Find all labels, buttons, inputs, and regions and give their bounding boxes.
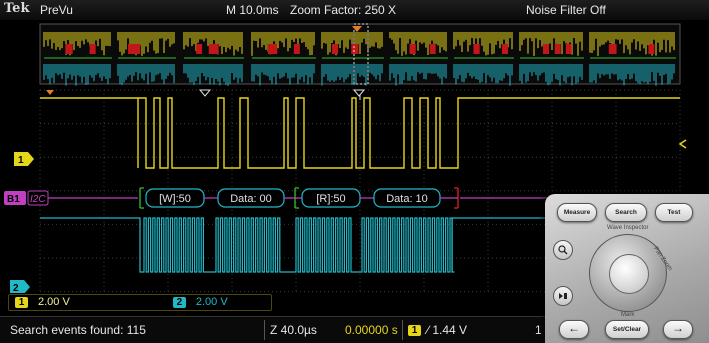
ch2-scale: 2.00 V — [195, 296, 228, 308]
search-button[interactable]: Search — [605, 203, 647, 222]
trigger-readout[interactable]: 1 ∕ 1.44 V — [408, 320, 467, 340]
zoom-inner-knob[interactable] — [609, 254, 649, 294]
overview-strip[interactable] — [39, 23, 681, 86]
bus-packet[interactable]: Data: 10 — [373, 188, 441, 208]
svg-text:B1: B1 — [7, 194, 20, 205]
trigger-position-readout[interactable]: 0.00000 s — [345, 323, 398, 337]
front-panel-overlay: Measure Search Test Wave Inspector Pan Z… — [545, 194, 709, 343]
bus-packet-label: Data: 10 — [386, 193, 428, 205]
bus-packet-label: [R]:50 — [316, 193, 345, 205]
trigger-level-arrow[interactable] — [678, 139, 687, 149]
waveform-screen[interactable]: 1 [W]:50 Data: 00 [R]:50 Data: 10 B1 I2C 2 — [0, 20, 700, 293]
tek-logo: Tek — [4, 1, 30, 16]
bus-packet-label: Data: 00 — [230, 193, 272, 205]
timebase-readout: M 10.0ms — [226, 3, 279, 17]
bus-marker[interactable]: B1 I2C — [4, 190, 49, 206]
zoom-box[interactable] — [353, 23, 369, 85]
overview-ch1-trace — [43, 32, 675, 56]
channel-scale-box[interactable]: 1 2.00 V 2 2.00 V — [8, 294, 272, 311]
acquisition-mode: PreVu — [40, 3, 73, 17]
ch2-waveform — [40, 217, 680, 273]
ch1-badge: 1 — [15, 296, 28, 308]
overview-ch2-trace — [43, 64, 675, 86]
overview-trigger-marker — [352, 26, 362, 32]
ch1-waveform — [40, 97, 680, 169]
set-clear-button[interactable]: Set/Clear — [605, 320, 649, 339]
ch2-ground-marker[interactable]: 2 — [10, 280, 30, 293]
svg-text:1: 1 — [18, 155, 24, 166]
ch1-ground-marker[interactable]: 1 — [14, 152, 34, 166]
play-stop-icon[interactable] — [553, 286, 573, 306]
trigger-position-marker[interactable] — [46, 90, 54, 95]
test-button[interactable]: Test — [655, 203, 693, 222]
ch2-badge: 2 — [172, 296, 186, 308]
trigger-level: ∕ 1.44 V — [427, 323, 468, 337]
search-mark-icon[interactable] — [198, 89, 212, 97]
ch1-scale: 2.00 V — [38, 296, 70, 308]
noise-filter-readout: Noise Filter Off — [526, 3, 606, 17]
bus-packet[interactable]: [R]:50 — [301, 188, 361, 208]
search-mark-icon[interactable] — [352, 89, 366, 97]
measure-button[interactable]: Measure — [557, 203, 597, 222]
channel-readouts: 1 2.00 V 2 2.00 V — [0, 293, 709, 311]
bus-packet[interactable]: Data: 00 — [217, 188, 285, 208]
divider — [264, 320, 265, 340]
wave-inspector-label: Wave Inspector — [607, 225, 649, 231]
trigger-channel-badge: 1 — [408, 325, 421, 337]
bus-packet[interactable]: [W]:50 — [145, 188, 205, 208]
overview-bus-events — [44, 44, 676, 59]
divider — [402, 320, 403, 340]
bus-waveform: [W]:50 Data: 00 [R]:50 Data: 10 — [40, 187, 680, 209]
search-events-readout[interactable]: Search events found: 115 — [10, 323, 146, 337]
pan-zoom-knob[interactable] — [589, 234, 667, 312]
truncated-readout: 1 — [535, 323, 542, 337]
zoom-factor-readout: Zoom Factor: 250 X — [290, 3, 397, 17]
bus-packet-label: [W]:50 — [159, 193, 191, 205]
top-status-bar: Tek PreVu M 10.0ms Zoom Factor: 250 X No… — [0, 0, 709, 20]
svg-text:2: 2 — [13, 283, 19, 293]
mark-label: Mark — [621, 312, 635, 318]
zoom-scale-readout[interactable]: Z 40.0µs — [270, 323, 317, 337]
next-mark-button[interactable]: → — [663, 320, 693, 339]
previous-mark-button[interactable]: ← — [559, 320, 589, 339]
svg-text:I2C: I2C — [30, 194, 46, 205]
magnifier-icon[interactable] — [553, 240, 573, 260]
